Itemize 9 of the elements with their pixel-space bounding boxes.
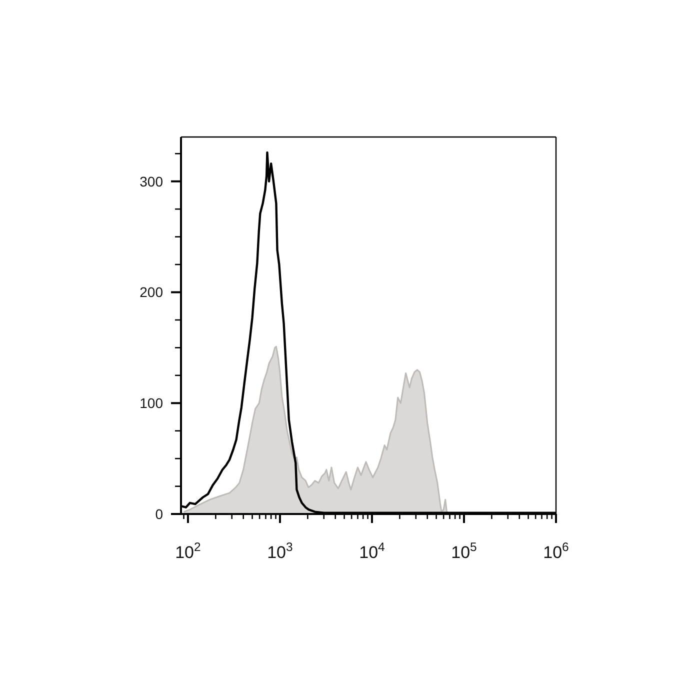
x-tick-label: 10$^{2}$ [175, 540, 202, 562]
y-tick-label: 0 [155, 506, 164, 522]
x-tick-label: 10$^{6}$ [543, 540, 570, 562]
x-tick-label: 10$^{5}$ [451, 540, 478, 562]
x-tick-label: 10$^{4}$ [359, 540, 386, 562]
y-tick-label: 200 [140, 284, 164, 300]
x-tick-label: 10$^{3}$ [267, 540, 294, 562]
y-tick-label: 100 [140, 395, 164, 412]
y-tick-label: 300 [140, 173, 164, 190]
